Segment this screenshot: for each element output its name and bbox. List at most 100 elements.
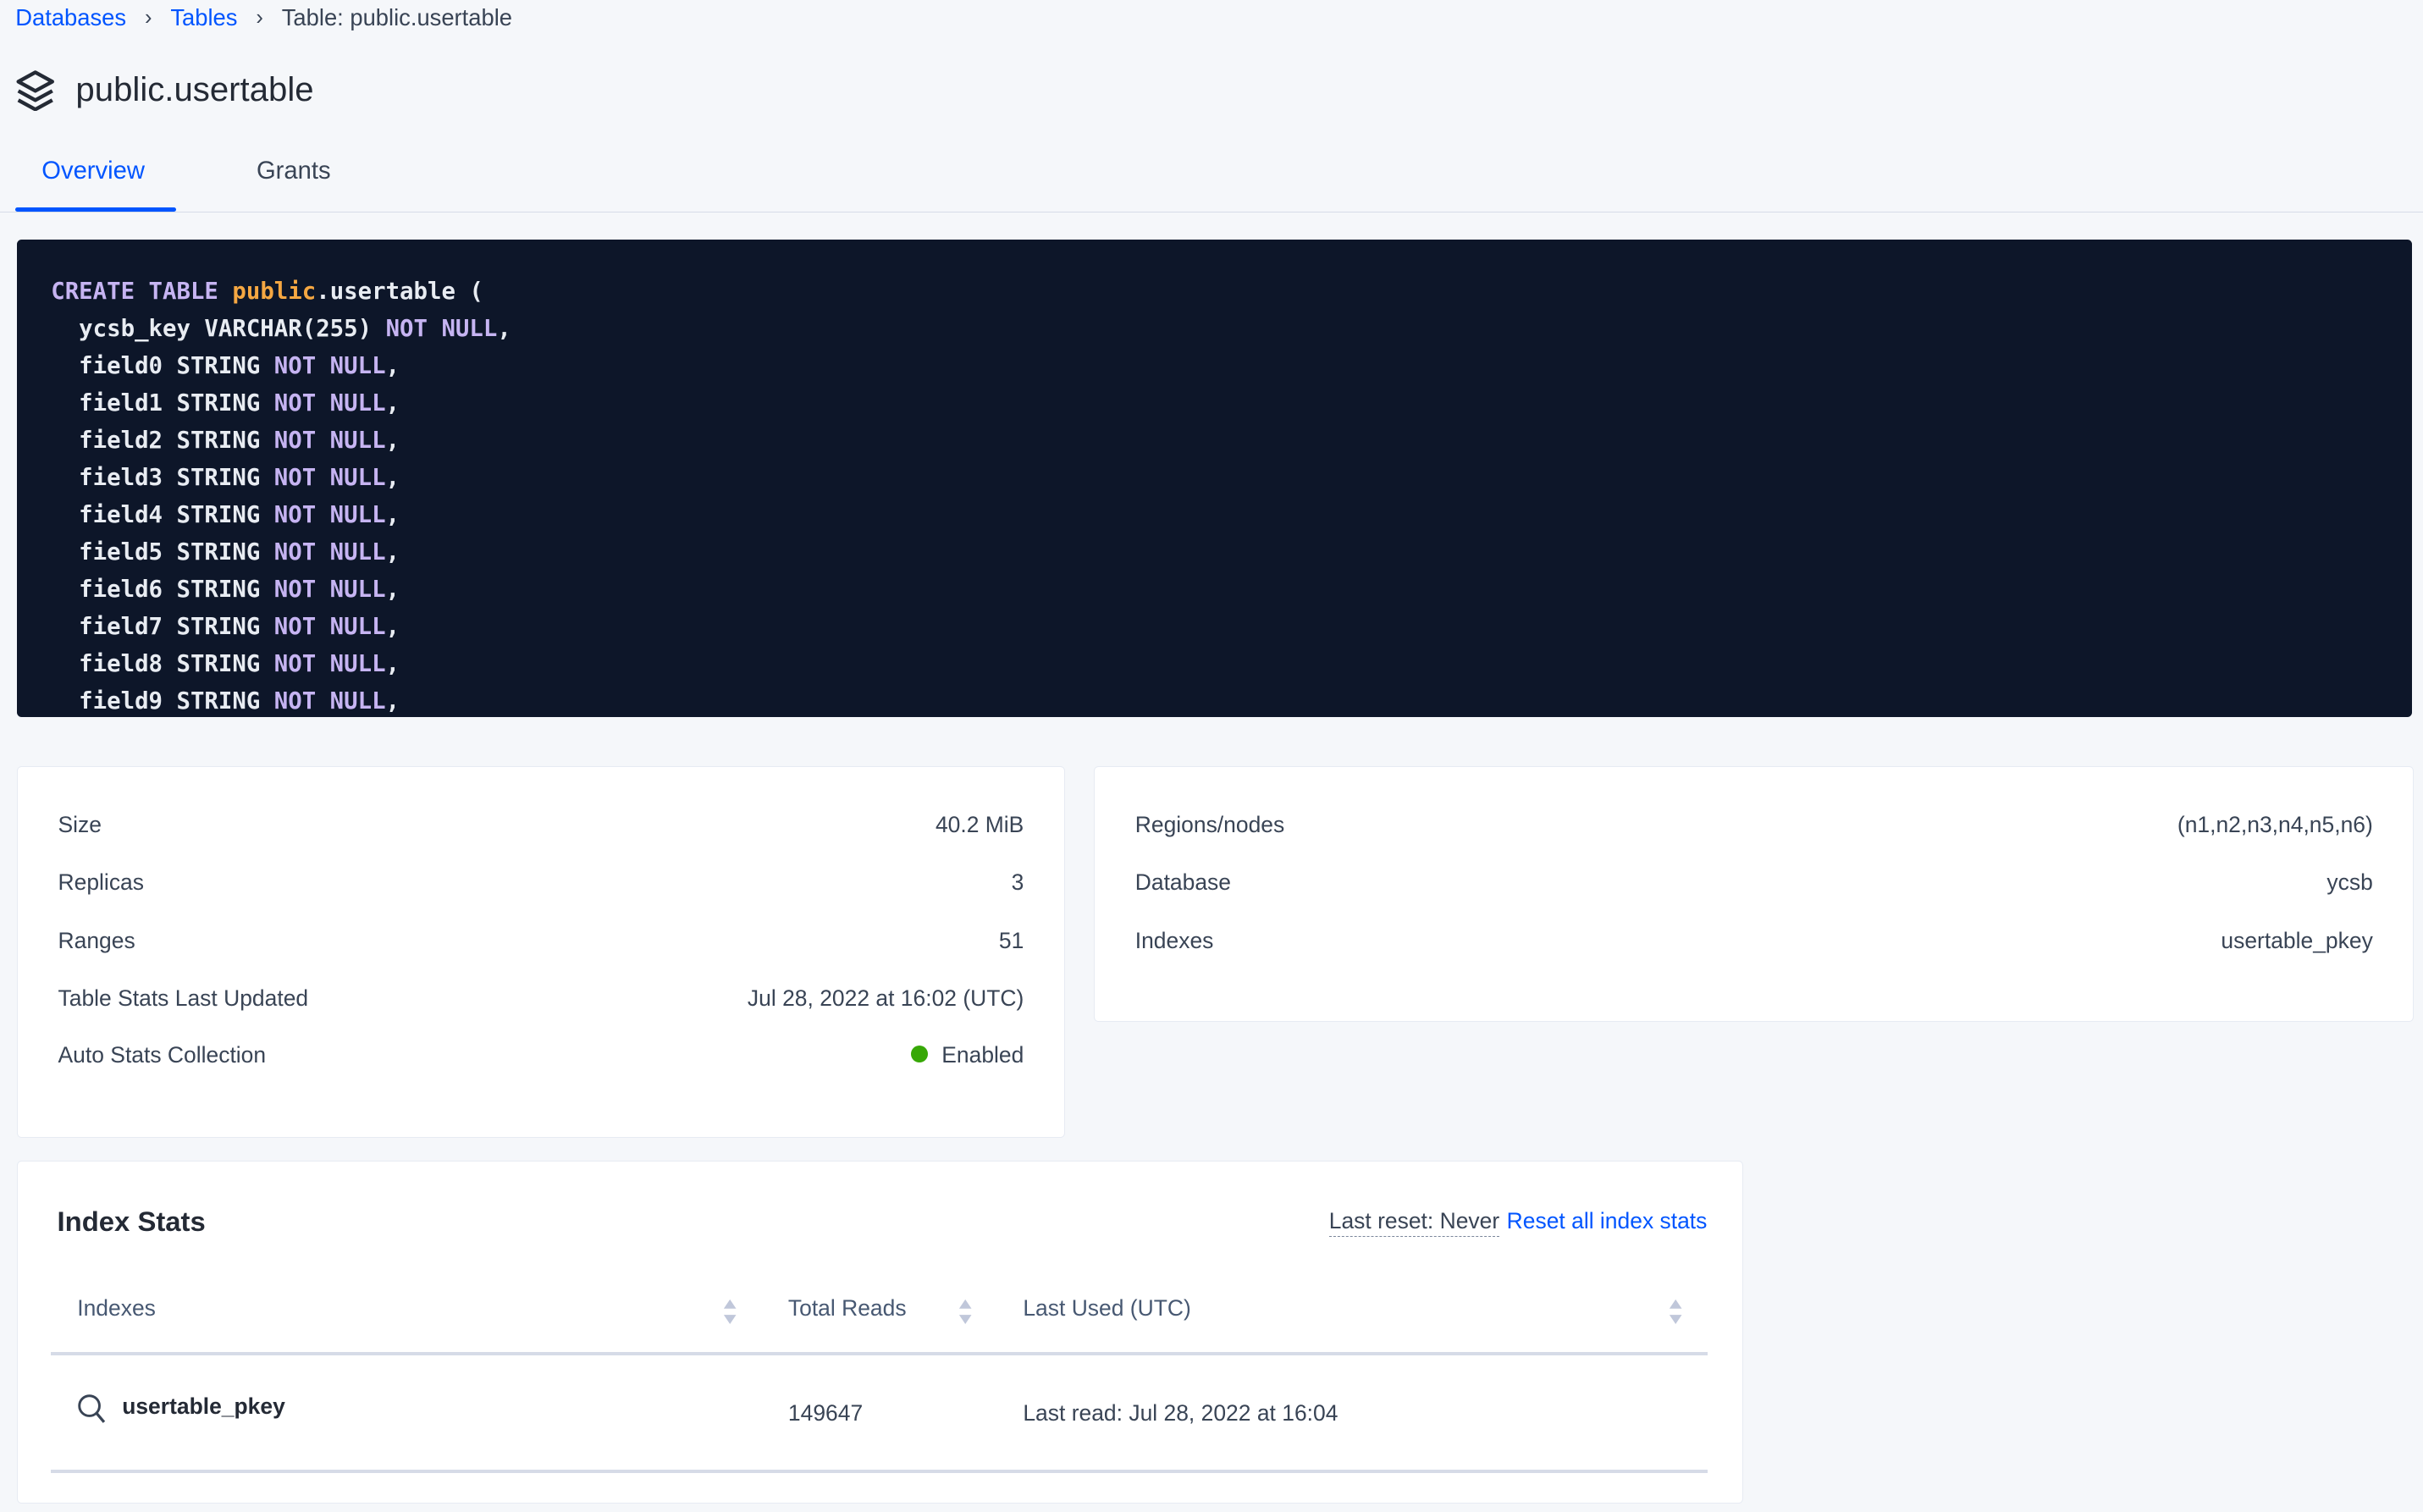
code-line: field9 STRING NOT NULL, xyxy=(51,683,2378,717)
summary-value-text: 40.2 MiB xyxy=(935,812,1024,838)
summary-value-text: 51 xyxy=(998,928,1024,954)
chevron-right-icon: › xyxy=(144,5,152,30)
tab-bar: Overview Grants xyxy=(0,148,2423,213)
summary-label: Auto Stats Collection xyxy=(58,1042,267,1068)
code-line: field8 STRING NOT NULL, xyxy=(51,646,2378,683)
sql-text: , xyxy=(385,428,400,454)
sql-schema: public xyxy=(232,279,317,306)
status-dot-icon xyxy=(910,1046,928,1063)
code-line: field4 STRING NOT NULL, xyxy=(51,497,2378,534)
chevron-right-icon: › xyxy=(256,5,263,30)
sql-text: field4 STRING xyxy=(51,501,274,528)
code-line: field2 STRING NOT NULL, xyxy=(51,422,2378,460)
sql-keyword: NOT NULL xyxy=(385,316,498,343)
summary-label: Ranges xyxy=(58,928,135,954)
sql-keyword: NOT NULL xyxy=(273,613,386,640)
code-line: CREATE TABLE public.usertable ( xyxy=(51,273,2378,311)
code-line: ycsb_key VARCHAR(255) NOT NULL, xyxy=(51,311,2378,348)
sql-keyword: NOT NULL xyxy=(273,576,386,603)
summary-label: Replicas xyxy=(58,869,144,895)
sql-keyword: NOT NULL xyxy=(273,353,386,380)
summary-value: 3 xyxy=(1012,869,1024,896)
sql-text: field6 STRING xyxy=(51,576,274,603)
sql-text: , xyxy=(497,316,511,343)
sql-text: field7 STRING xyxy=(51,613,274,640)
code-line: field3 STRING NOT NULL, xyxy=(51,460,2378,497)
code-line: field5 STRING NOT NULL, xyxy=(51,534,2378,571)
summary-row: Regions/nodes (n1,n2,n3,n4,n5,n6) xyxy=(1135,812,2373,838)
sql-text: ycsb_key VARCHAR(255) xyxy=(51,316,386,343)
column-header-total-reads[interactable]: Total Reads xyxy=(787,1294,907,1321)
sql-text: field8 STRING xyxy=(51,650,274,677)
sql-keyword: NOT NULL xyxy=(273,464,386,491)
reset-index-stats-link[interactable]: Reset all index stats xyxy=(1506,1208,1708,1234)
sql-text: , xyxy=(385,538,400,566)
summary-row: Replicas 3 xyxy=(58,869,1024,896)
breadcrumb-databases[interactable]: Databases xyxy=(15,4,127,31)
summary-value: ycsb xyxy=(2326,869,2372,896)
stack-icon xyxy=(16,70,55,112)
sort-icon[interactable] xyxy=(1669,1298,1682,1326)
summary-value: 40.2 MiB xyxy=(936,812,1024,838)
search-icon xyxy=(78,1394,106,1424)
sql-text: , xyxy=(385,576,400,603)
tab-grants[interactable]: Grants xyxy=(256,157,331,185)
tab-overview[interactable]: Overview xyxy=(41,157,145,185)
column-header-indexes[interactable]: Indexes xyxy=(77,1294,156,1321)
sql-text: field2 STRING xyxy=(51,428,274,454)
summary-row: Database ycsb xyxy=(1135,869,2373,896)
sort-icon[interactable] xyxy=(723,1298,737,1326)
summary-label: Database xyxy=(1134,869,1231,895)
sql-text: field9 STRING xyxy=(51,687,274,715)
breadcrumb-tables[interactable]: Tables xyxy=(170,4,238,31)
summary-row: Table Stats Last Updated Jul 28, 2022 at … xyxy=(58,985,1024,1012)
active-tab-indicator xyxy=(15,207,177,212)
sql-keyword: NOT NULL xyxy=(273,538,386,566)
sort-icon[interactable] xyxy=(958,1298,972,1326)
summary-row: Indexes usertable_pkey xyxy=(1135,928,2373,954)
last-reset-label: Last reset: Never xyxy=(1328,1208,1500,1238)
sql-text: .usertable ( xyxy=(316,279,483,306)
summary-label: Indexes xyxy=(1134,928,1214,954)
sql-text: , xyxy=(385,501,400,528)
sql-text: , xyxy=(385,353,400,380)
summary-value-text: Jul 28, 2022 at 16:02 (UTC) xyxy=(747,985,1024,1011)
breadcrumb-current: Table: public.usertable xyxy=(281,4,512,31)
index-stats-title: Index Stats xyxy=(57,1205,206,1237)
summary-label: Table Stats Last Updated xyxy=(58,985,309,1011)
summary-row: Auto Stats Collection Enabled xyxy=(58,1042,1024,1068)
sql-keyword: NOT NULL xyxy=(273,687,386,715)
code-line: field0 STRING NOT NULL, xyxy=(51,348,2378,385)
sql-keyword: NOT NULL xyxy=(273,428,386,454)
code-line: field1 STRING NOT NULL, xyxy=(51,385,2378,422)
sql-text: , xyxy=(385,464,400,491)
page-title: public.usertable xyxy=(75,69,314,108)
sql-text: field5 STRING xyxy=(51,538,274,566)
create-statement-block[interactable]: CREATE TABLE public.usertable ( ycsb_key… xyxy=(17,239,2413,717)
sql-text: field1 STRING xyxy=(51,390,274,417)
summary-value-text: usertable_pkey xyxy=(2221,928,2373,954)
sql-keyword: NOT NULL xyxy=(273,650,386,677)
breadcrumb: Databases › Tables › Table: public.usert… xyxy=(15,4,512,31)
sql-keyword: NOT NULL xyxy=(273,501,386,528)
code-line: field6 STRING NOT NULL, xyxy=(51,571,2378,609)
page-header: public.usertable xyxy=(15,68,314,112)
index-name-link[interactable]: usertable_pkey xyxy=(122,1393,285,1420)
summary-value: 51 xyxy=(999,928,1024,954)
total-reads-cell: 149647 xyxy=(787,1399,864,1426)
code-line: field7 STRING NOT NULL, xyxy=(51,609,2378,646)
summary-value: Jul 28, 2022 at 16:02 (UTC) xyxy=(748,985,1024,1012)
sql-text: field3 STRING xyxy=(51,464,274,491)
summary-card-left: Size 40.2 MiB Replicas 3 Ranges 51 Table Stats… xyxy=(17,766,1065,1138)
sql-keyword: NOT NULL xyxy=(273,390,386,417)
last-used-cell: Last read: Jul 28, 2022 at 16:04 xyxy=(1023,1399,1338,1426)
sql-text: , xyxy=(385,687,400,715)
index-stats-card xyxy=(17,1160,1744,1504)
column-header-last-used[interactable]: Last Used (UTC) xyxy=(1023,1294,1191,1321)
summary-label: Regions/nodes xyxy=(1134,812,1285,838)
summary-label: Size xyxy=(58,812,102,838)
sql-keyword: CREATE TABLE xyxy=(51,279,233,306)
sql-text: , xyxy=(385,650,400,677)
summary-value-text: 3 xyxy=(1011,869,1024,895)
sql-text: , xyxy=(385,613,400,640)
